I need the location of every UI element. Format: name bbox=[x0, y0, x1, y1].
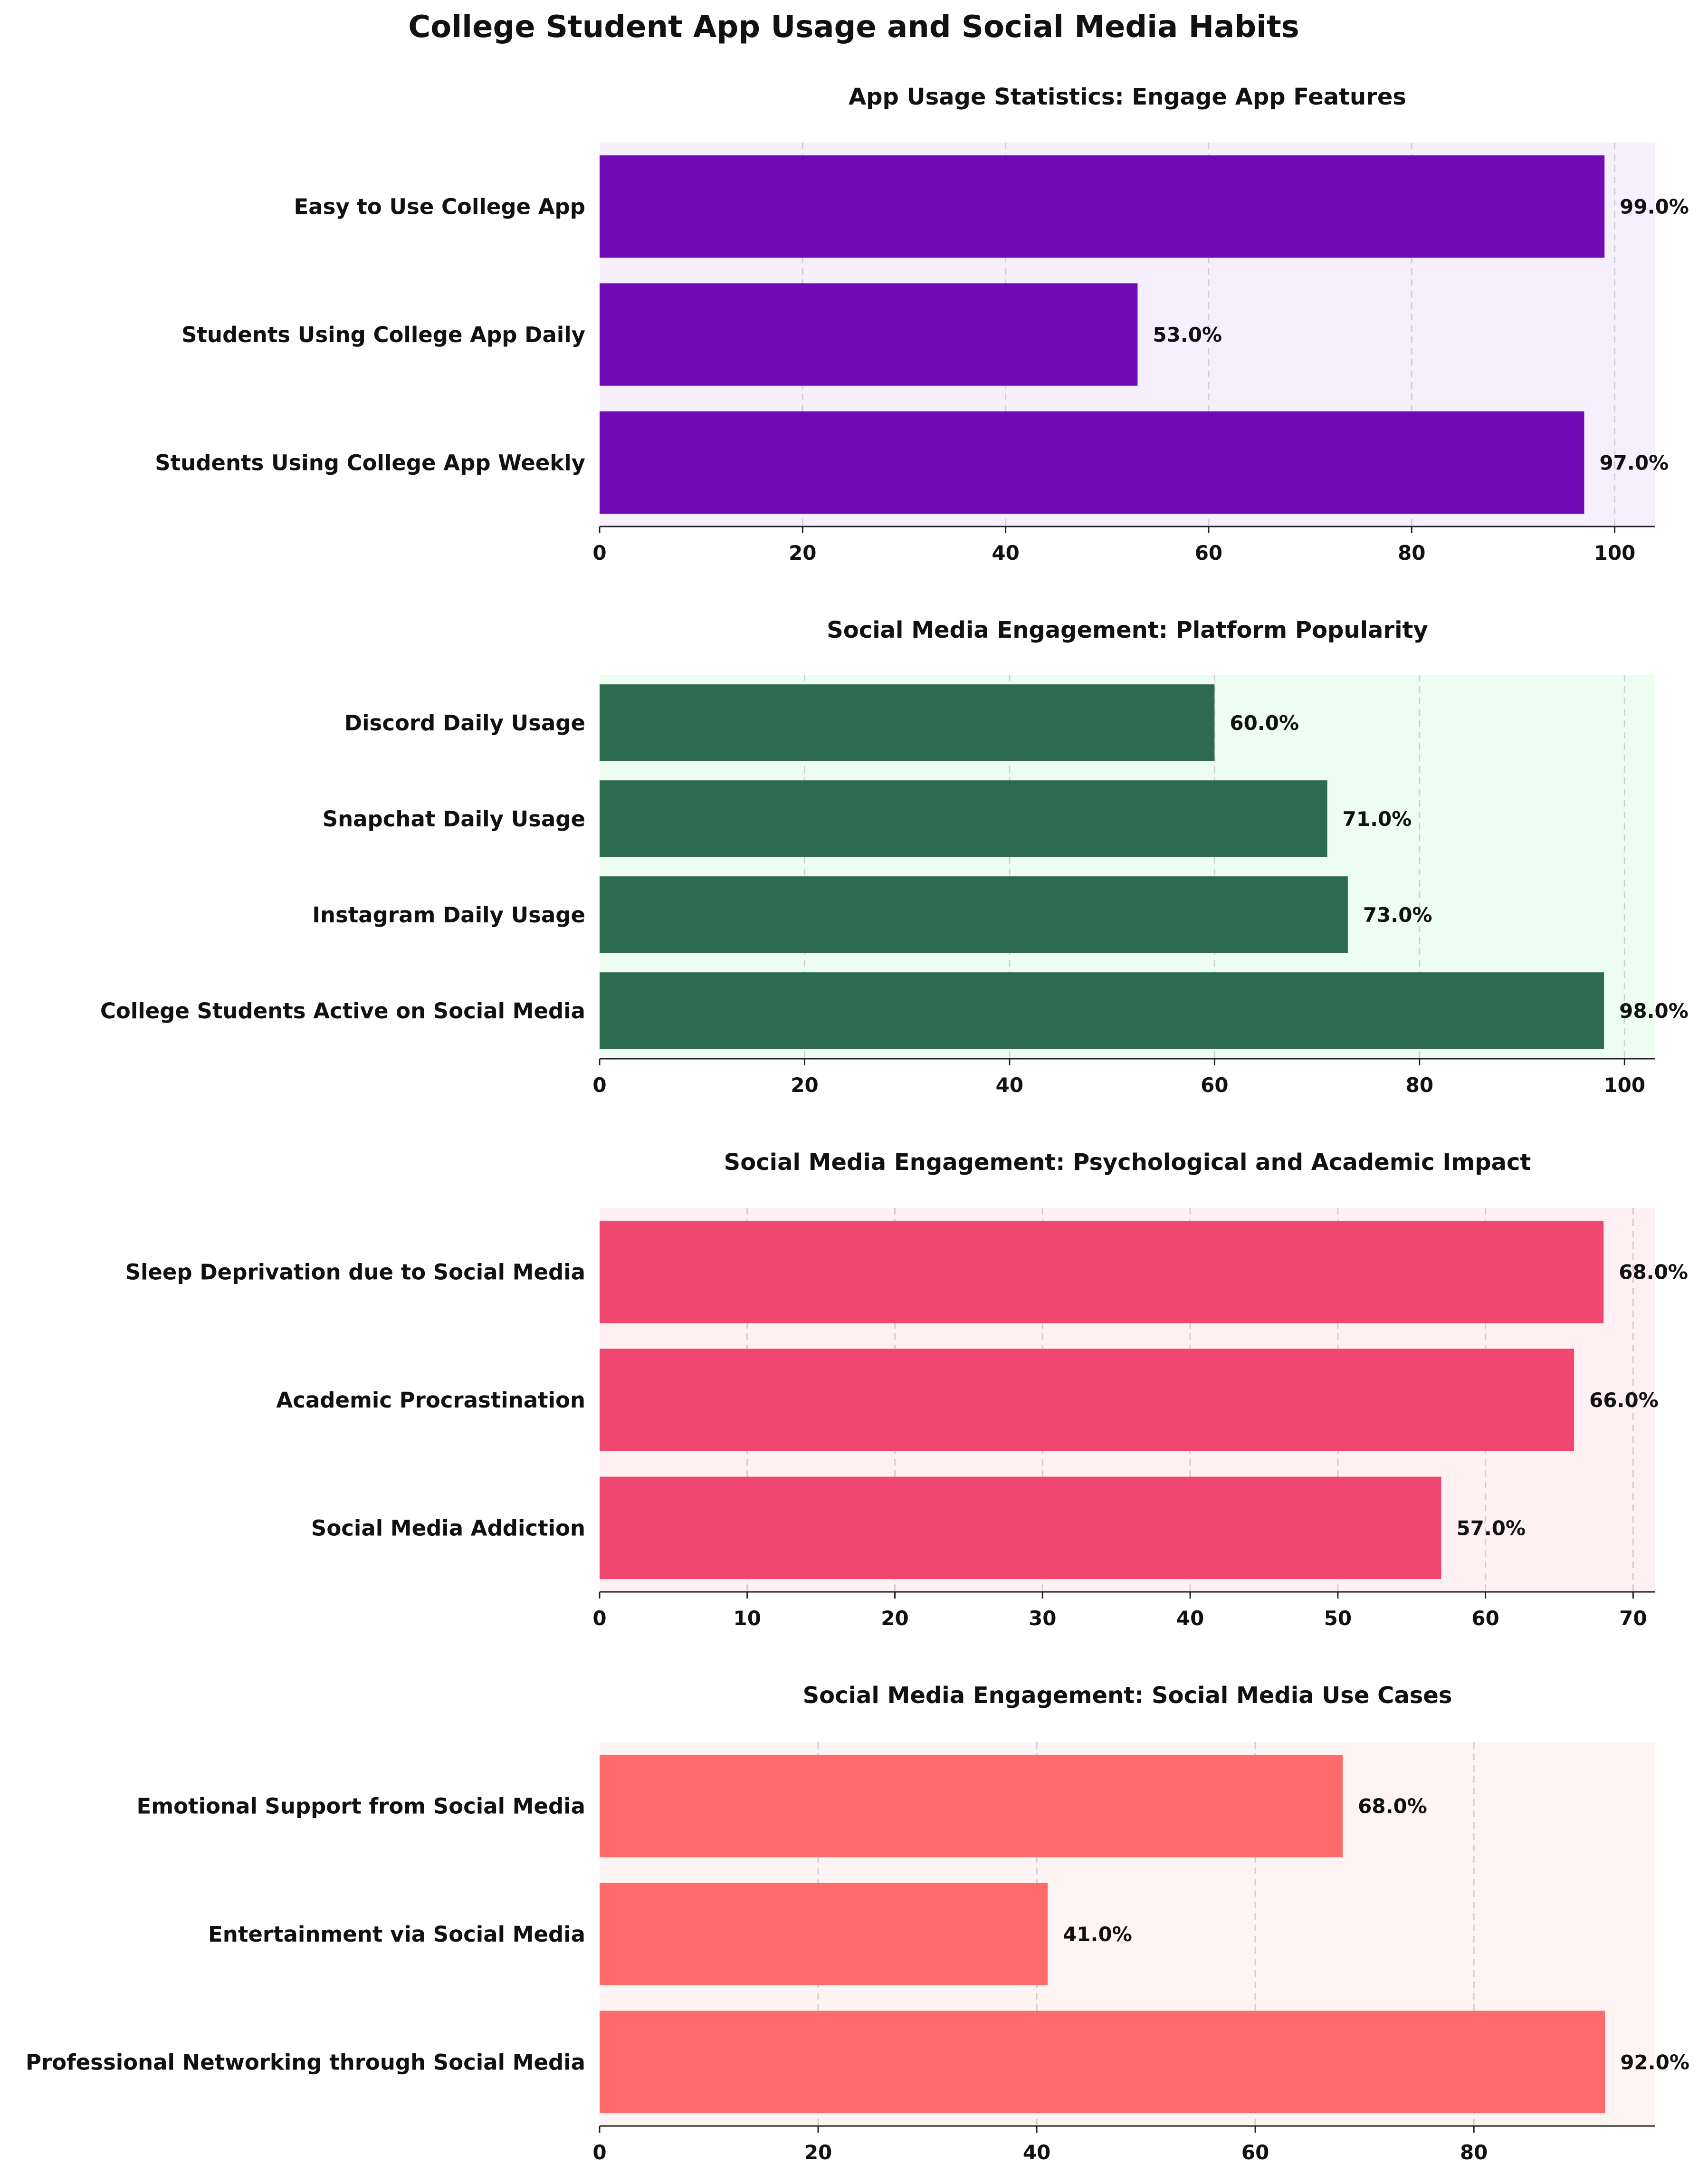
data-label: 71.0% bbox=[1343, 807, 1412, 831]
bar bbox=[600, 155, 1605, 258]
data-label: 57.0% bbox=[1456, 1516, 1526, 1540]
x-tick-label: 60 bbox=[1471, 1607, 1499, 1630]
category-label: Sleep Deprivation due to Social Media bbox=[125, 1260, 585, 1285]
x-tick-label: 60 bbox=[1201, 1073, 1228, 1097]
x-tick-label: 30 bbox=[1029, 1607, 1056, 1630]
bar bbox=[600, 876, 1348, 953]
bar bbox=[600, 283, 1138, 386]
x-tick-label: 0 bbox=[592, 2141, 606, 2164]
x-tick-label: 60 bbox=[1195, 541, 1222, 565]
bar bbox=[600, 1220, 1604, 1323]
category-label: Social Media Addiction bbox=[311, 1515, 585, 1541]
x-tick-label: 40 bbox=[996, 1073, 1023, 1097]
chart-title: Social Media Engagement: Psychological a… bbox=[724, 1149, 1531, 1176]
figure-title: College Student App Usage and Social Med… bbox=[408, 10, 1299, 45]
x-tick-label: 20 bbox=[791, 1073, 818, 1097]
data-label: 98.0% bbox=[1619, 999, 1689, 1023]
bar bbox=[600, 1349, 1574, 1451]
x-tick-label: 80 bbox=[1398, 541, 1425, 565]
bar bbox=[600, 1476, 1441, 1580]
x-tick-label: 0 bbox=[592, 541, 606, 565]
category-label: College Students Active on Social Media bbox=[100, 998, 585, 1024]
x-tick-label: 40 bbox=[1023, 2141, 1050, 2164]
data-label: 92.0% bbox=[1620, 2050, 1689, 2074]
category-label: Academic Procrastination bbox=[276, 1388, 585, 1413]
x-tick-label: 20 bbox=[789, 541, 816, 565]
data-label: 73.0% bbox=[1363, 903, 1432, 927]
x-tick-label: 20 bbox=[804, 2141, 832, 2164]
charts-container: App Usage Statistics: Engage App Feature… bbox=[26, 84, 1689, 2164]
x-tick-label: 100 bbox=[1603, 1073, 1645, 1097]
data-label: 68.0% bbox=[1619, 1261, 1688, 1284]
bar bbox=[600, 411, 1584, 514]
data-label: 99.0% bbox=[1620, 195, 1689, 219]
chart-panel-3: Social Media Engagement: Psychological a… bbox=[125, 1149, 1688, 1630]
x-tick-label: 0 bbox=[592, 1607, 606, 1630]
x-tick-label: 70 bbox=[1619, 1607, 1647, 1630]
data-label: 68.0% bbox=[1358, 1795, 1427, 1818]
data-label: 97.0% bbox=[1599, 451, 1669, 474]
chart-panel-1: App Usage Statistics: Engage App Feature… bbox=[155, 84, 1689, 565]
bar bbox=[600, 684, 1215, 761]
x-tick-label: 80 bbox=[1406, 1073, 1433, 1097]
data-label: 41.0% bbox=[1063, 1923, 1132, 1946]
category-label: Emotional Support from Social Media bbox=[137, 1794, 585, 1819]
category-label: Easy to Use College App bbox=[294, 194, 585, 220]
x-tick-label: 40 bbox=[1176, 1607, 1204, 1630]
chart-title: Social Media Engagement: Platform Popula… bbox=[827, 617, 1428, 643]
x-tick-label: 50 bbox=[1324, 1607, 1352, 1630]
chart-panel-4: Social Media Engagement: Social Media Us… bbox=[26, 1682, 1689, 2164]
category-label: Instagram Daily Usage bbox=[312, 902, 585, 928]
x-tick-label: 20 bbox=[881, 1607, 908, 1630]
data-label: 60.0% bbox=[1230, 711, 1299, 735]
data-label: 66.0% bbox=[1589, 1389, 1659, 1412]
bar bbox=[600, 972, 1604, 1049]
bar bbox=[600, 780, 1327, 857]
category-label: Entertainment via Social Media bbox=[208, 1922, 585, 1947]
category-label: Students Using College App Daily bbox=[181, 322, 585, 347]
data-label: 53.0% bbox=[1153, 323, 1222, 346]
chart-title: App Usage Statistics: Engage App Feature… bbox=[849, 84, 1406, 110]
category-label: Discord Daily Usage bbox=[344, 710, 585, 736]
category-label: Professional Networking through Social M… bbox=[26, 2049, 585, 2075]
x-tick-label: 10 bbox=[734, 1607, 761, 1630]
x-tick-label: 60 bbox=[1241, 2141, 1269, 2164]
x-tick-label: 80 bbox=[1460, 2141, 1488, 2164]
bar bbox=[600, 2011, 1605, 2114]
category-label: Snapchat Daily Usage bbox=[323, 806, 585, 832]
bar bbox=[600, 1754, 1343, 1858]
x-tick-label: 100 bbox=[1594, 541, 1636, 565]
chart-title: Social Media Engagement: Social Media Us… bbox=[803, 1682, 1452, 1709]
x-tick-label: 0 bbox=[592, 1073, 606, 1097]
x-tick-label: 40 bbox=[992, 541, 1019, 565]
bar bbox=[600, 1883, 1048, 1985]
category-label: Students Using College App Weekly bbox=[155, 450, 585, 475]
chart-panel-2: Social Media Engagement: Platform Popula… bbox=[100, 617, 1689, 1097]
